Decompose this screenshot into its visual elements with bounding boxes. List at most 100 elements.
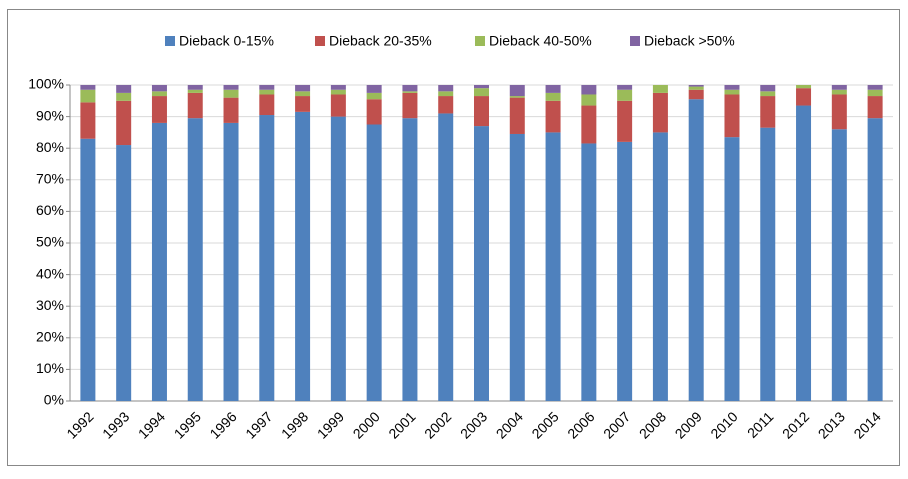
- bar-segment: [581, 85, 597, 95]
- bar-segment: [116, 145, 132, 401]
- legend-swatch: [630, 36, 640, 46]
- y-tick-label: 10%: [36, 360, 64, 376]
- bar-segment: [223, 97, 239, 123]
- bar-segment: [509, 96, 525, 98]
- bar-segment: [151, 85, 167, 92]
- bar-segment: [80, 102, 96, 139]
- bar-segment: [80, 138, 96, 401]
- bar-segment: [867, 89, 883, 97]
- bar-segment: [760, 85, 776, 92]
- bar-segment: [867, 118, 883, 402]
- bar-segment: [116, 85, 132, 93]
- bar-segment: [366, 124, 382, 401]
- bar-segment: [116, 100, 132, 146]
- bar-segment: [545, 85, 561, 93]
- bar-segment: [545, 132, 561, 401]
- bar-segment: [438, 91, 454, 97]
- bar-segment: [295, 85, 311, 92]
- bar-segment: [509, 85, 525, 97]
- bar-segment: [402, 92, 418, 119]
- bar-segment: [80, 89, 96, 103]
- bar-segment: [116, 92, 132, 101]
- bar-segment: [402, 85, 418, 92]
- bar-segment: [223, 89, 239, 98]
- legend-label: Dieback 40-50%: [489, 33, 592, 49]
- bar-segment: [724, 94, 740, 138]
- bar-segment: [474, 85, 489, 89]
- bar-segment: [402, 118, 418, 402]
- bar-segment: [438, 85, 454, 92]
- bar-segment: [545, 100, 561, 133]
- bar-segment: [867, 96, 883, 119]
- bar-segment: [223, 122, 239, 402]
- bar-segment: [688, 89, 704, 100]
- bar-segment: [688, 99, 704, 401]
- y-tick-label: 80%: [36, 139, 64, 155]
- bar-segment: [151, 96, 167, 123]
- bar-segment: [187, 89, 203, 93]
- y-tick-label: 40%: [36, 265, 64, 281]
- y-tick-label: 60%: [36, 202, 64, 218]
- bar-segment: [366, 99, 382, 125]
- bar-segment: [724, 137, 740, 401]
- legend-label: Dieback 0-15%: [179, 33, 274, 49]
- legend-swatch: [315, 36, 325, 46]
- bar-segment: [796, 88, 812, 106]
- legend-swatch: [475, 36, 485, 46]
- bar-segment: [259, 94, 275, 116]
- bar-segment: [867, 85, 883, 90]
- bar-segment: [151, 91, 167, 97]
- bar-segment: [581, 94, 597, 106]
- bar-segment: [581, 143, 597, 401]
- bar-segment: [652, 85, 668, 93]
- y-tick-label: 50%: [36, 234, 64, 250]
- bar-segment: [295, 96, 311, 112]
- bar-segment: [187, 92, 203, 119]
- bar-segment: [366, 85, 382, 93]
- bar-segment: [330, 116, 346, 401]
- bar-segment: [259, 85, 275, 90]
- bar-segment: [474, 126, 489, 401]
- bar-segment: [438, 96, 454, 114]
- bar-segment: [831, 129, 847, 402]
- bar-segment: [295, 111, 311, 402]
- bar-segment: [545, 92, 561, 101]
- bar-segment: [259, 115, 275, 402]
- y-tick-label: 20%: [36, 329, 64, 345]
- bar-segment: [760, 127, 776, 401]
- bar-segment: [509, 97, 525, 134]
- y-tick-label: 30%: [36, 297, 64, 313]
- bar-segment: [187, 118, 203, 402]
- bar-segment: [724, 85, 740, 90]
- bar-segment: [509, 133, 525, 402]
- bar-segment: [760, 91, 776, 97]
- y-tick-label: 70%: [36, 171, 64, 187]
- legend-swatch: [165, 36, 175, 46]
- bar-segment: [796, 85, 812, 89]
- bar-segment: [151, 122, 167, 402]
- bar-segment: [366, 92, 382, 100]
- legend-label: Dieback >50%: [644, 33, 735, 49]
- bar-segment: [652, 132, 668, 401]
- bar-segment: [438, 113, 454, 401]
- bar-segment: [796, 105, 812, 401]
- bar-segment: [617, 85, 633, 90]
- bar-segment: [474, 88, 489, 97]
- y-tick-label: 0%: [44, 392, 64, 408]
- bar-segment: [581, 105, 597, 144]
- bar-segment: [831, 85, 847, 90]
- bar-segment: [402, 91, 418, 93]
- bar-segment: [80, 85, 96, 90]
- bar-segment: [688, 85, 704, 87]
- bar-segment: [831, 94, 847, 130]
- bar-segment: [652, 92, 668, 133]
- bar-segment: [187, 85, 203, 90]
- bar-segment: [330, 94, 346, 117]
- bar-segment: [617, 141, 633, 401]
- legend-label: Dieback 20-35%: [329, 33, 432, 49]
- bar-segment: [330, 85, 346, 90]
- bar-segment: [831, 89, 847, 95]
- bar-segment: [474, 96, 489, 127]
- bar-segment: [259, 89, 275, 95]
